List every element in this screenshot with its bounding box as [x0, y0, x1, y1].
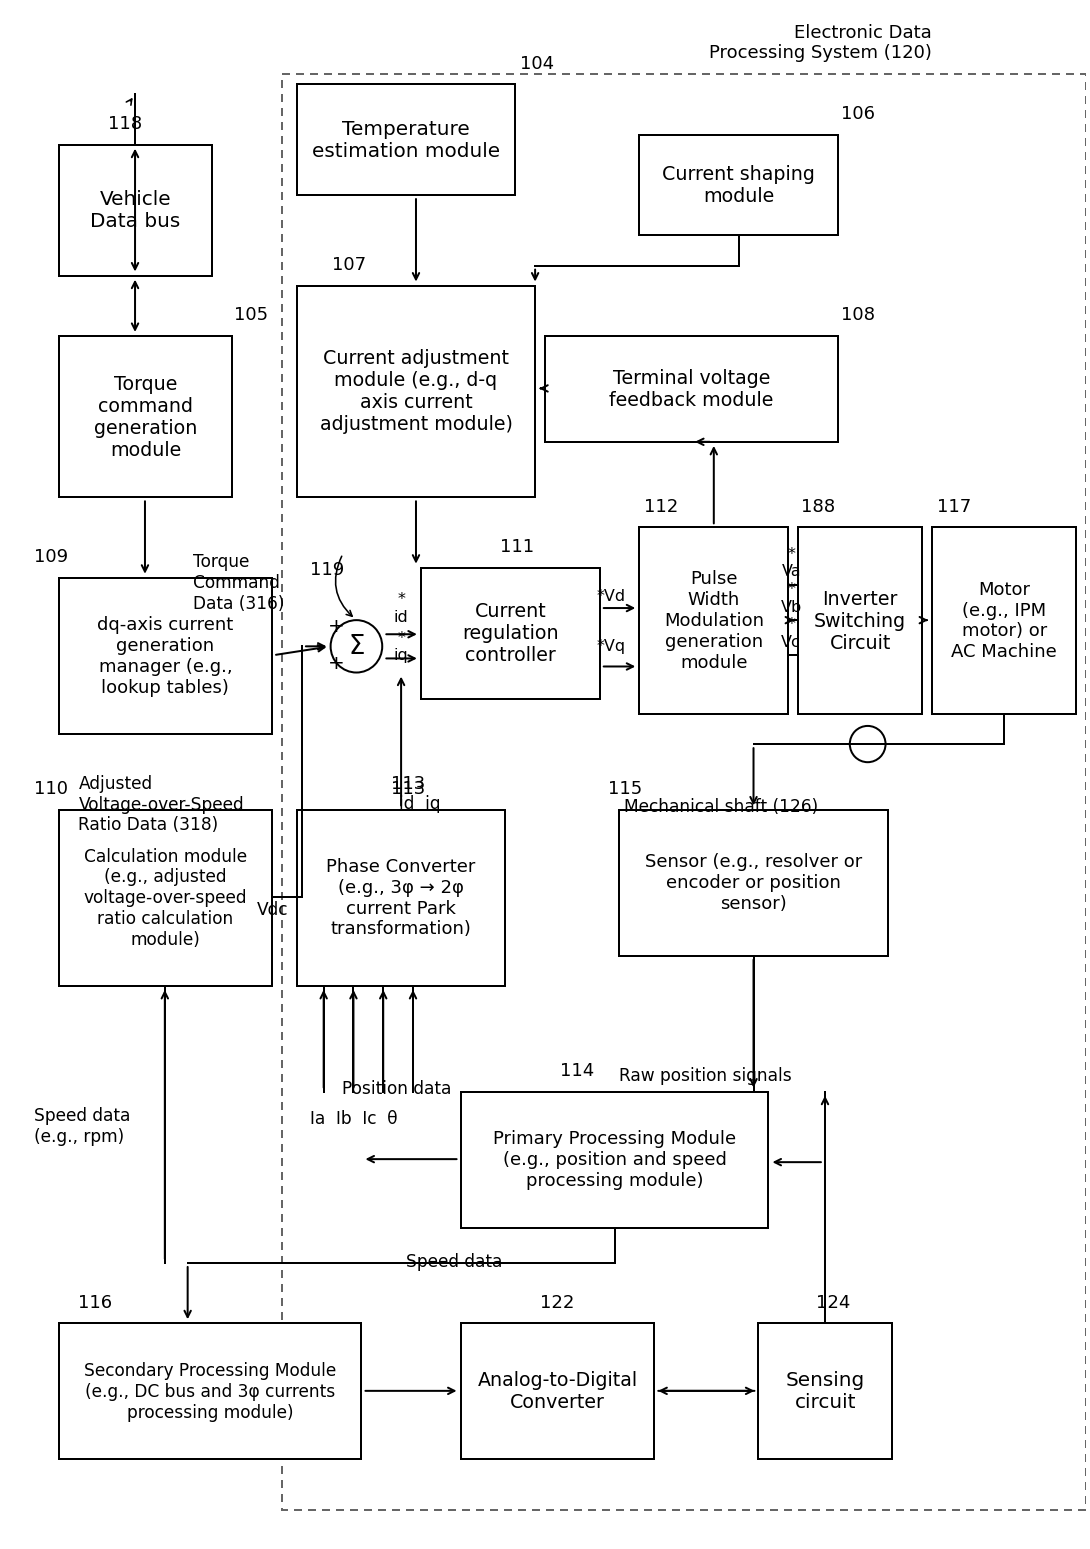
Text: *
Va: * Va	[782, 547, 801, 579]
Text: Inverter
Switching
Circuit: Inverter Switching Circuit	[814, 590, 906, 652]
Text: +: +	[328, 654, 344, 674]
Text: 124: 124	[816, 1293, 850, 1312]
Text: *Vq: *Vq	[597, 640, 626, 654]
Text: 116: 116	[78, 1293, 112, 1312]
Bar	[798, 528, 922, 714]
Text: 112: 112	[644, 497, 678, 516]
Text: Phase Converter
(e.g., 3φ → 2φ
current Park
transformation): Phase Converter (e.g., 3φ → 2φ current P…	[326, 858, 475, 939]
Bar	[619, 810, 887, 956]
Text: Electronic Data
Processing System (120): Electronic Data Processing System (120)	[710, 23, 932, 62]
Text: Sensor (e.g., resolver or
encoder or position
sensor): Sensor (e.g., resolver or encoder or pos…	[645, 853, 862, 912]
Text: 122: 122	[540, 1293, 574, 1312]
Text: id  iq: id iq	[399, 795, 440, 813]
Text: 117: 117	[937, 497, 971, 516]
Text: *
iq: * iq	[393, 630, 409, 663]
Text: Torque
command
generation
module: Torque command generation module	[94, 375, 197, 460]
Text: Terminal voltage
feedback module: Terminal voltage feedback module	[609, 369, 774, 410]
Bar	[461, 1092, 768, 1228]
Text: 106: 106	[840, 105, 875, 122]
Text: Secondary Processing Module
(e.g., DC bus and 3φ currents
processing module): Secondary Processing Module (e.g., DC bu…	[84, 1362, 336, 1420]
Bar	[282, 74, 1086, 1510]
Text: 109: 109	[34, 548, 68, 565]
Text: Raw position signals: Raw position signals	[619, 1067, 792, 1084]
Bar	[59, 1323, 362, 1459]
Text: Adjusted
Voltage-over-Speed
Ratio Data (318): Adjusted Voltage-over-Speed Ratio Data (…	[78, 774, 244, 833]
Text: 115: 115	[607, 779, 642, 798]
Text: Analog-to-Digital
Converter: Analog-to-Digital Converter	[477, 1371, 638, 1411]
Text: 111: 111	[500, 538, 534, 556]
Bar	[932, 528, 1076, 714]
Text: *Vd: *Vd	[597, 589, 626, 604]
Text: 118: 118	[108, 115, 143, 133]
Bar	[59, 336, 232, 497]
Text: 110: 110	[34, 779, 68, 798]
Text: 105: 105	[234, 307, 268, 324]
Text: Temperature
estimation module: Temperature estimation module	[312, 119, 500, 161]
Bar	[59, 146, 213, 276]
Text: 113: 113	[391, 774, 425, 793]
Text: Speed data
(e.g., rpm): Speed data (e.g., rpm)	[34, 1108, 130, 1146]
Text: Current shaping
module: Current shaping module	[662, 164, 815, 206]
Text: 113: 113	[391, 779, 425, 798]
Text: Current
regulation
controller: Current regulation controller	[462, 603, 558, 665]
Text: Current adjustment
module (e.g., d-q
axis current
adjustment module): Current adjustment module (e.g., d-q axi…	[319, 349, 512, 434]
Text: Position data: Position data	[341, 1080, 451, 1098]
Bar	[59, 578, 272, 734]
Bar	[461, 1323, 654, 1459]
Text: *
Vc: * Vc	[782, 618, 801, 649]
Text: 114: 114	[560, 1061, 594, 1080]
Bar	[59, 810, 272, 987]
Text: Pulse
Width
Modulation
generation
module: Pulse Width Modulation generation module	[664, 570, 764, 671]
Text: 108: 108	[840, 307, 875, 324]
Text: Primary Processing Module
(e.g., position and speed
processing module): Primary Processing Module (e.g., positio…	[493, 1129, 736, 1190]
Text: Vehicle
Data bus: Vehicle Data bus	[90, 191, 181, 231]
Text: *
id: * id	[393, 592, 409, 624]
Text: Sensing
circuit: Sensing circuit	[786, 1371, 865, 1411]
Bar	[759, 1323, 893, 1459]
Text: Calculation module
(e.g., adjusted
voltage-over-speed
ratio calculation
module): Calculation module (e.g., adjusted volta…	[84, 847, 247, 948]
Text: Torque
Command
Data (316): Torque Command Data (316)	[193, 553, 284, 612]
Text: Mechanical shaft (126): Mechanical shaft (126)	[625, 798, 819, 816]
Bar	[421, 568, 600, 699]
Bar	[296, 287, 535, 497]
Text: 107: 107	[331, 256, 366, 274]
Text: Vdc: Vdc	[257, 900, 289, 919]
Text: 119: 119	[310, 561, 344, 579]
Text: *
Vb: * Vb	[780, 582, 802, 615]
Text: 188: 188	[801, 497, 835, 516]
Text: 104: 104	[520, 54, 555, 73]
Text: +: +	[328, 617, 344, 637]
Bar	[545, 336, 838, 441]
Bar	[640, 135, 838, 235]
Bar	[296, 810, 506, 987]
Text: dq-axis current
generation
manager (e.g.,
lookup tables): dq-axis current generation manager (e.g.…	[97, 617, 233, 697]
Bar	[640, 528, 788, 714]
Text: Speed data: Speed data	[407, 1253, 502, 1270]
Text: Σ: Σ	[348, 634, 364, 660]
Bar	[296, 85, 516, 195]
Text: Ia  Ib  Ic  θ: Ia Ib Ic θ	[310, 1111, 397, 1128]
Text: Motor
(e.g., IPM
motor) or
AC Machine: Motor (e.g., IPM motor) or AC Machine	[952, 581, 1057, 661]
